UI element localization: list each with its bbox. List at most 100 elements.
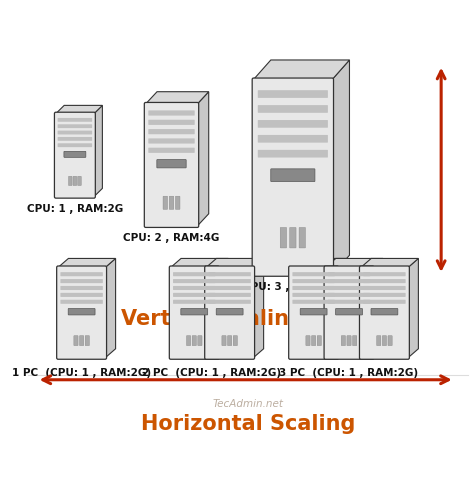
FancyBboxPatch shape	[290, 227, 296, 248]
FancyBboxPatch shape	[209, 293, 251, 297]
Polygon shape	[373, 258, 383, 358]
FancyBboxPatch shape	[69, 176, 72, 186]
Polygon shape	[206, 258, 264, 268]
FancyBboxPatch shape	[181, 308, 208, 315]
FancyBboxPatch shape	[388, 336, 392, 346]
FancyBboxPatch shape	[68, 308, 95, 315]
FancyBboxPatch shape	[353, 336, 357, 346]
FancyBboxPatch shape	[328, 293, 370, 297]
Text: 2 PC  (CPU: 1 , RAM:2G): 2 PC (CPU: 1 , RAM:2G)	[142, 368, 282, 378]
FancyBboxPatch shape	[289, 266, 338, 359]
Polygon shape	[408, 258, 419, 358]
FancyBboxPatch shape	[328, 286, 370, 290]
FancyBboxPatch shape	[280, 227, 287, 248]
FancyBboxPatch shape	[148, 138, 195, 143]
FancyBboxPatch shape	[163, 196, 168, 209]
FancyBboxPatch shape	[317, 336, 321, 346]
Polygon shape	[146, 92, 209, 104]
FancyBboxPatch shape	[60, 293, 103, 297]
FancyBboxPatch shape	[58, 131, 92, 135]
FancyBboxPatch shape	[58, 143, 92, 147]
FancyBboxPatch shape	[175, 196, 180, 209]
Polygon shape	[105, 258, 116, 358]
FancyBboxPatch shape	[328, 272, 370, 276]
FancyBboxPatch shape	[359, 266, 410, 359]
FancyBboxPatch shape	[173, 286, 216, 290]
FancyBboxPatch shape	[363, 286, 406, 290]
FancyBboxPatch shape	[58, 124, 92, 128]
Polygon shape	[58, 258, 116, 268]
FancyBboxPatch shape	[148, 110, 195, 115]
Polygon shape	[253, 258, 264, 358]
FancyBboxPatch shape	[328, 279, 370, 283]
FancyBboxPatch shape	[271, 169, 315, 182]
Polygon shape	[94, 106, 102, 197]
FancyBboxPatch shape	[78, 176, 81, 186]
Text: TecAdmin.net: TecAdmin.net	[212, 399, 283, 409]
FancyBboxPatch shape	[73, 176, 77, 186]
FancyBboxPatch shape	[205, 266, 255, 359]
FancyBboxPatch shape	[173, 279, 216, 283]
FancyBboxPatch shape	[363, 293, 406, 297]
FancyBboxPatch shape	[85, 336, 90, 346]
FancyBboxPatch shape	[169, 266, 219, 359]
FancyBboxPatch shape	[64, 151, 86, 157]
Text: TecAdmin.net: TecAdmin.net	[176, 292, 247, 302]
FancyBboxPatch shape	[222, 336, 226, 346]
FancyBboxPatch shape	[58, 118, 92, 122]
Polygon shape	[254, 60, 349, 80]
FancyBboxPatch shape	[311, 336, 316, 346]
Text: CPU: 1 , RAM:2G: CPU: 1 , RAM:2G	[27, 204, 123, 214]
FancyBboxPatch shape	[209, 286, 251, 290]
Polygon shape	[332, 60, 349, 275]
FancyBboxPatch shape	[252, 78, 334, 276]
FancyBboxPatch shape	[228, 336, 232, 346]
FancyBboxPatch shape	[292, 293, 335, 297]
Polygon shape	[197, 92, 209, 226]
FancyBboxPatch shape	[306, 336, 310, 346]
FancyBboxPatch shape	[144, 103, 199, 227]
FancyBboxPatch shape	[328, 300, 370, 304]
FancyBboxPatch shape	[341, 336, 346, 346]
FancyBboxPatch shape	[377, 336, 381, 346]
Text: Vertical Scaling: Vertical Scaling	[120, 309, 303, 329]
Text: CPU: 2 , RAM:4G: CPU: 2 , RAM:4G	[123, 233, 219, 244]
FancyBboxPatch shape	[198, 336, 202, 346]
FancyBboxPatch shape	[383, 336, 386, 346]
FancyBboxPatch shape	[336, 308, 363, 315]
FancyBboxPatch shape	[58, 137, 92, 141]
FancyBboxPatch shape	[363, 279, 406, 283]
FancyBboxPatch shape	[258, 120, 328, 128]
FancyBboxPatch shape	[209, 279, 251, 283]
FancyBboxPatch shape	[258, 150, 328, 158]
FancyBboxPatch shape	[169, 196, 174, 209]
Polygon shape	[171, 258, 228, 268]
Text: 1 PC  (CPU: 1 , RAM:2G): 1 PC (CPU: 1 , RAM:2G)	[12, 368, 151, 378]
FancyBboxPatch shape	[60, 272, 103, 276]
FancyBboxPatch shape	[148, 129, 195, 134]
Polygon shape	[337, 258, 347, 358]
FancyBboxPatch shape	[347, 336, 351, 346]
FancyBboxPatch shape	[55, 112, 95, 198]
FancyBboxPatch shape	[363, 272, 406, 276]
FancyBboxPatch shape	[57, 266, 107, 359]
Polygon shape	[290, 258, 347, 268]
FancyBboxPatch shape	[216, 308, 243, 315]
FancyBboxPatch shape	[60, 279, 103, 283]
FancyBboxPatch shape	[186, 336, 191, 346]
FancyBboxPatch shape	[233, 336, 237, 346]
Polygon shape	[56, 106, 102, 114]
FancyBboxPatch shape	[74, 336, 78, 346]
Polygon shape	[326, 258, 383, 268]
FancyBboxPatch shape	[148, 148, 195, 153]
FancyBboxPatch shape	[292, 286, 335, 290]
FancyBboxPatch shape	[324, 266, 374, 359]
FancyBboxPatch shape	[157, 160, 186, 168]
FancyBboxPatch shape	[192, 336, 196, 346]
FancyBboxPatch shape	[60, 286, 103, 290]
FancyBboxPatch shape	[292, 300, 335, 304]
Text: CPU: 3 , RAM: 6G: CPU: 3 , RAM: 6G	[243, 282, 343, 292]
FancyBboxPatch shape	[363, 300, 406, 304]
FancyBboxPatch shape	[300, 308, 327, 315]
Text: Horizontal Scaling: Horizontal Scaling	[141, 414, 355, 434]
